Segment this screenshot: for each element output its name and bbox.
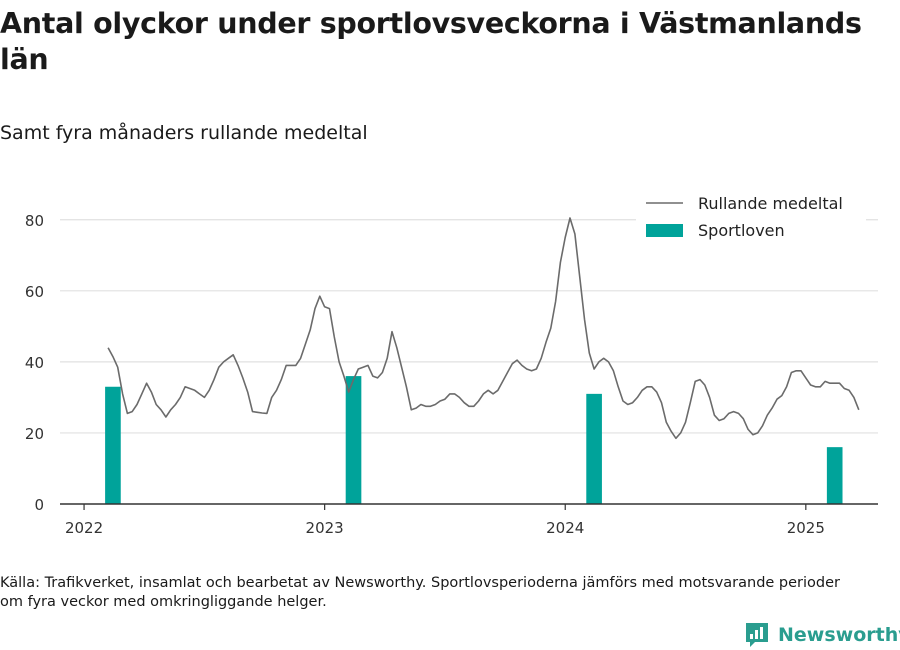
y-tick-label: 20 xyxy=(25,425,44,443)
newsworthy-logo-icon xyxy=(746,623,768,647)
bar xyxy=(345,376,362,504)
y-tick-label: 80 xyxy=(25,212,44,230)
legend-label: Sportloven xyxy=(698,221,785,240)
x-tick-label: 2024 xyxy=(546,519,584,537)
newsworthy-logo-text: Newsworthy xyxy=(778,624,900,646)
chart-subtitle: Samt fyra månaders rullande medeltal xyxy=(0,122,368,144)
chart-area: 0 20 40 60 80 2022 2023 2024 2025 Rullande medelt… xyxy=(24,186,878,537)
chart-title: Antal olyckor under sportlovsveckorna i … xyxy=(0,7,862,76)
y-tick-label: 40 xyxy=(25,354,44,372)
x-tick-label: 2025 xyxy=(787,519,825,537)
legend-label: Rullande medeltal xyxy=(698,194,843,213)
series-line-rullande-medeltal xyxy=(107,217,860,440)
bar xyxy=(105,386,121,504)
x-tick-label: 2023 xyxy=(306,519,344,537)
bar xyxy=(826,447,843,504)
y-tick-label: 0 xyxy=(34,496,44,514)
source-note: Källa: Trafikverket, insamlat och bearbe… xyxy=(0,575,841,610)
bar xyxy=(586,393,602,504)
newsworthy-logo: Newsworthy xyxy=(744,620,900,650)
legend: Rullande medeltal Sportloven xyxy=(636,186,866,242)
x-tick-label: 2022 xyxy=(65,519,103,537)
legend-swatch-bar xyxy=(646,224,683,237)
y-tick-label: 60 xyxy=(25,283,44,301)
